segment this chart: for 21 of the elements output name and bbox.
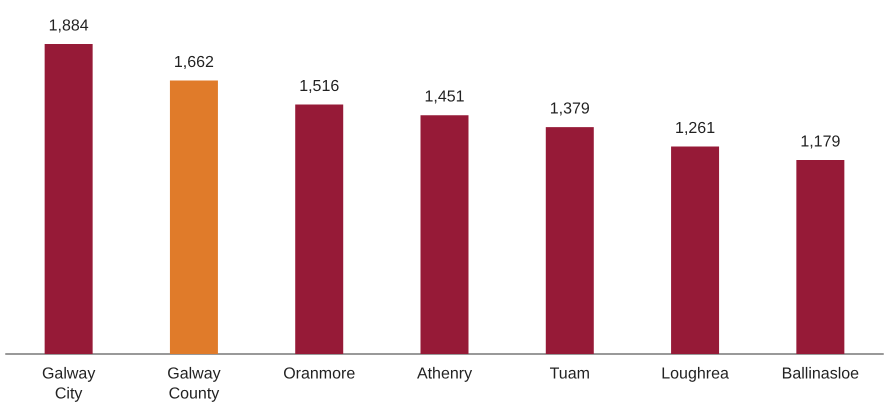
bar: [546, 127, 594, 354]
data-label: 1,662: [174, 54, 214, 72]
bar: [420, 115, 468, 354]
bar: [796, 160, 844, 354]
x-tick-label: Tuam: [550, 366, 590, 382]
bar: [671, 146, 720, 354]
x-tick-label: Galway City: [42, 366, 96, 402]
bar: [44, 44, 93, 354]
bar: [170, 80, 218, 354]
data-label: 1,516: [299, 78, 340, 96]
x-tick-label: Oranmore: [283, 366, 356, 382]
bar: [295, 104, 344, 354]
data-label: 1,261: [675, 120, 716, 138]
data-label: 1,379: [550, 100, 590, 118]
data-label: 1,884: [48, 18, 89, 34]
x-tick-label: Athenry: [416, 366, 472, 382]
x-tick-label: Ballinasloe: [782, 366, 860, 382]
x-tick-label: Galway County: [167, 366, 221, 402]
data-label: 1,451: [424, 88, 465, 106]
data-label: 1,179: [800, 134, 840, 151]
x-tick-label: Loughrea: [661, 366, 729, 382]
